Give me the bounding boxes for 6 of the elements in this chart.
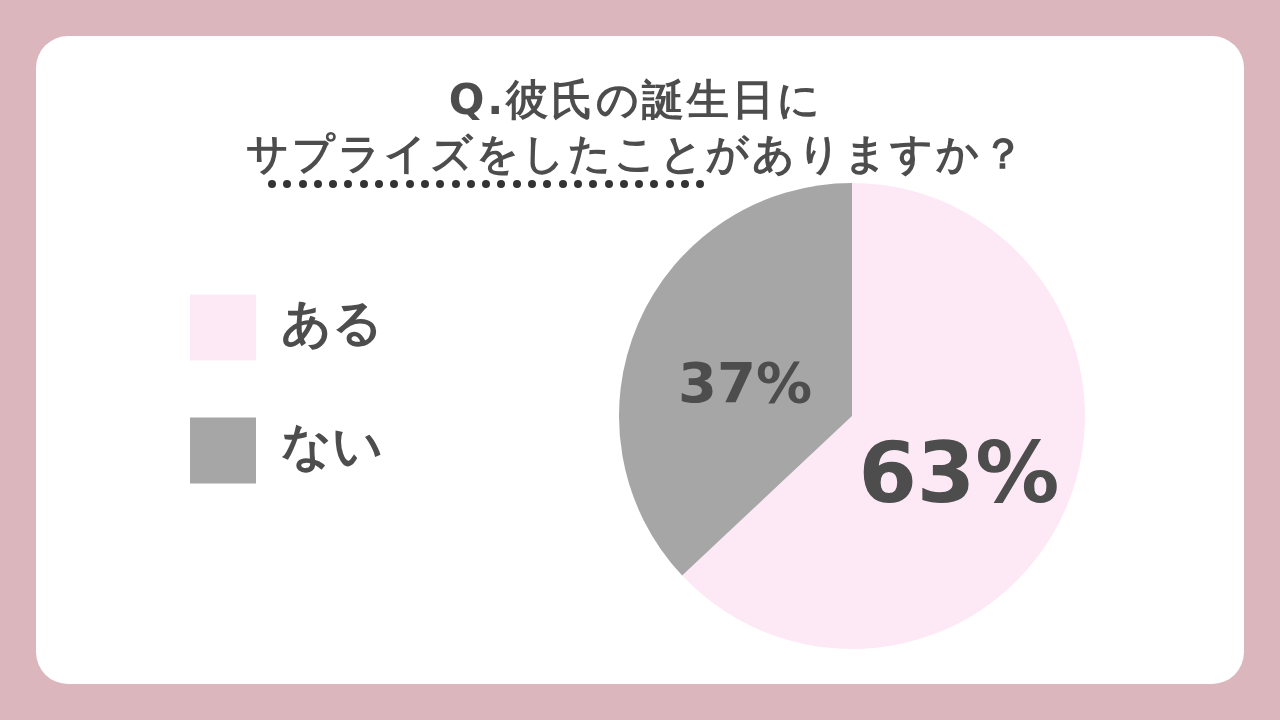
data-label: 63% [858,424,1060,523]
chart-title: Q.彼氏の誕生日に [447,74,825,126]
legend-label: ない [281,417,383,476]
data-label: 37% [678,350,813,416]
legend-label: ある [281,294,383,353]
chart-subtitle: サプライズをしたことがありますか？ [244,128,1028,180]
